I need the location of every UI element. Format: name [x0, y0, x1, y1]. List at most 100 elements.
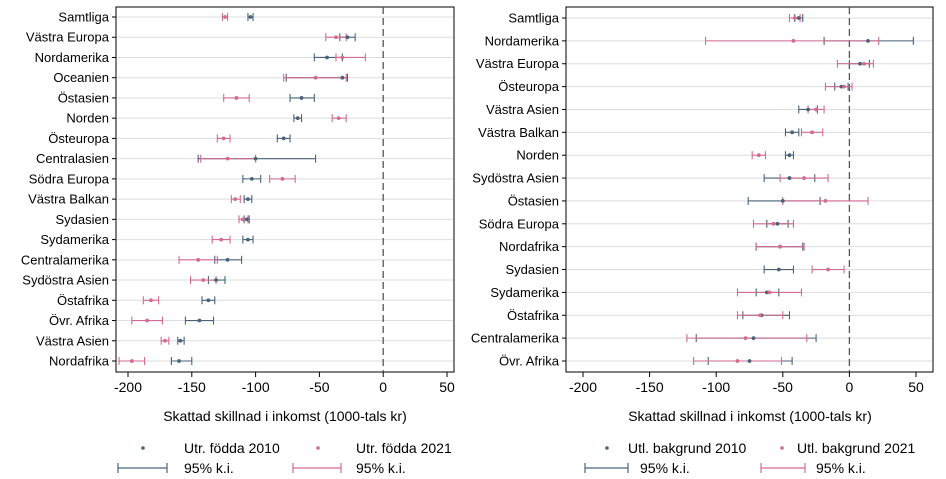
- point-2010: [775, 221, 780, 226]
- category-label: Sydamerika: [40, 232, 109, 247]
- category-label: Sydöstra Asien: [472, 171, 559, 186]
- grid-right: [567, 17, 932, 362]
- point-2021: [334, 35, 338, 40]
- legend-ci-label-2010-right: 95% k.i.: [640, 460, 690, 476]
- point-2021: [778, 244, 783, 249]
- point-2010: [340, 75, 345, 80]
- category-label: Norden: [66, 111, 109, 126]
- point-2010: [764, 290, 769, 295]
- legend-left: Utr. födda 2010 Utr. födda 2021 95% k.i.…: [117, 440, 452, 476]
- point-2021: [814, 107, 818, 112]
- category-label: Nordamerika: [485, 33, 560, 48]
- point-2010: [206, 298, 211, 303]
- legend-marker-2021-right: [780, 446, 784, 450]
- legend-marker-2021-left: [316, 446, 320, 450]
- x-tick-label: -150: [178, 379, 206, 395]
- category-label: Södra Europa: [479, 216, 560, 231]
- x-ticks-right: -200 -150 -100 -50 0 50: [569, 372, 924, 395]
- x-tick-label: 0: [379, 379, 387, 395]
- category-label: Östeuropa: [48, 131, 109, 146]
- point-2021: [280, 176, 285, 181]
- point-2021: [225, 156, 230, 161]
- point-2010: [751, 336, 756, 341]
- legend-label-2021-left: Utr. födda 2021: [356, 440, 452, 456]
- x-tick-label: -50: [309, 379, 329, 395]
- category-label: Västra Asien: [36, 333, 109, 348]
- category-label: Nordamerika: [35, 50, 110, 65]
- point-2021: [791, 38, 796, 43]
- category-label: Västra Balkan: [28, 192, 109, 207]
- legend-marker-2010-left: [141, 446, 145, 450]
- category-label: Samtliga: [508, 11, 559, 26]
- point-2010: [214, 278, 218, 282]
- category-label: Västra Asien: [486, 102, 559, 117]
- category-label: Västra Europa: [476, 56, 560, 71]
- point-2021: [792, 16, 797, 20]
- category-label: Östafrika: [57, 293, 110, 308]
- point-2021: [219, 237, 224, 242]
- chart-left: Samtliga Västra Europa Nordamerika Oceanien…: [21, 6, 455, 476]
- point-2021: [735, 359, 740, 363]
- point-2010: [747, 359, 752, 363]
- category-label: Västra Balkan: [478, 125, 559, 140]
- category-label: Östasien: [58, 90, 109, 105]
- point-2010: [248, 15, 253, 19]
- category-label: Övr. Afrika: [49, 313, 110, 328]
- point-2010: [787, 153, 792, 158]
- point-2010: [796, 16, 801, 20]
- category-label: Sydamerika: [490, 285, 559, 300]
- point-2021: [758, 313, 763, 318]
- category-label: Nordafrika: [499, 239, 560, 254]
- x-tick-label: 50: [908, 379, 924, 395]
- point-2021: [196, 257, 201, 262]
- category-label: Oceanien: [53, 70, 109, 85]
- category-label: Centralasien: [36, 151, 109, 166]
- x-tick-label: -100: [242, 379, 270, 395]
- point-2010: [787, 176, 792, 180]
- point-2010: [244, 217, 249, 222]
- category-label: Centralamerika: [21, 252, 110, 267]
- x-tick-label: -100: [702, 379, 730, 395]
- legend-ci-2021-right: [760, 463, 806, 473]
- point-2010: [806, 107, 811, 112]
- legend-marker-2010-right: [605, 446, 609, 450]
- point-2021: [802, 176, 807, 180]
- point-2021: [842, 84, 846, 89]
- legend-ci-label-2021-left: 95% k.i.: [356, 460, 406, 476]
- point-2021: [149, 298, 153, 303]
- legend-ci-label-2021-right: 95% k.i.: [816, 460, 866, 476]
- point-2021: [862, 61, 866, 66]
- category-label: Östafrika: [507, 308, 560, 323]
- category-label: Samtliga: [58, 10, 109, 25]
- category-label: Övr. Afrika: [499, 354, 560, 369]
- point-2021: [240, 217, 245, 222]
- point-2010: [249, 176, 254, 181]
- category-label: Sydasien: [56, 212, 109, 227]
- point-2010: [325, 55, 329, 60]
- data-left: [118, 13, 366, 365]
- x-tick-label: 50: [439, 379, 455, 395]
- point-2010: [246, 197, 250, 202]
- legend-ci-2021-left: [292, 463, 342, 473]
- point-2010: [253, 156, 258, 161]
- y-tick-labels-left: Samtliga Västra Europa Nordamerika Oceanien…: [21, 10, 116, 369]
- point-2010: [866, 38, 870, 43]
- point-2021: [221, 136, 226, 141]
- point-2010: [839, 84, 844, 89]
- point-2021: [756, 153, 761, 158]
- legend-ci-2010-right: [584, 463, 629, 473]
- ci-group-2021: [686, 14, 880, 365]
- category-label: Östeuropa: [498, 79, 559, 94]
- x-tick-label: -200: [114, 379, 142, 395]
- category-label: Östasien: [508, 193, 559, 208]
- x-tick-label: -50: [773, 379, 793, 395]
- point-2010: [345, 35, 350, 40]
- plot-area-right: [565, 6, 934, 373]
- category-label: Norden: [516, 148, 559, 163]
- point-2010: [790, 130, 795, 135]
- point-2010: [295, 116, 300, 121]
- point-2021: [743, 336, 748, 341]
- grid-left: [117, 16, 453, 362]
- point-2021: [163, 338, 167, 343]
